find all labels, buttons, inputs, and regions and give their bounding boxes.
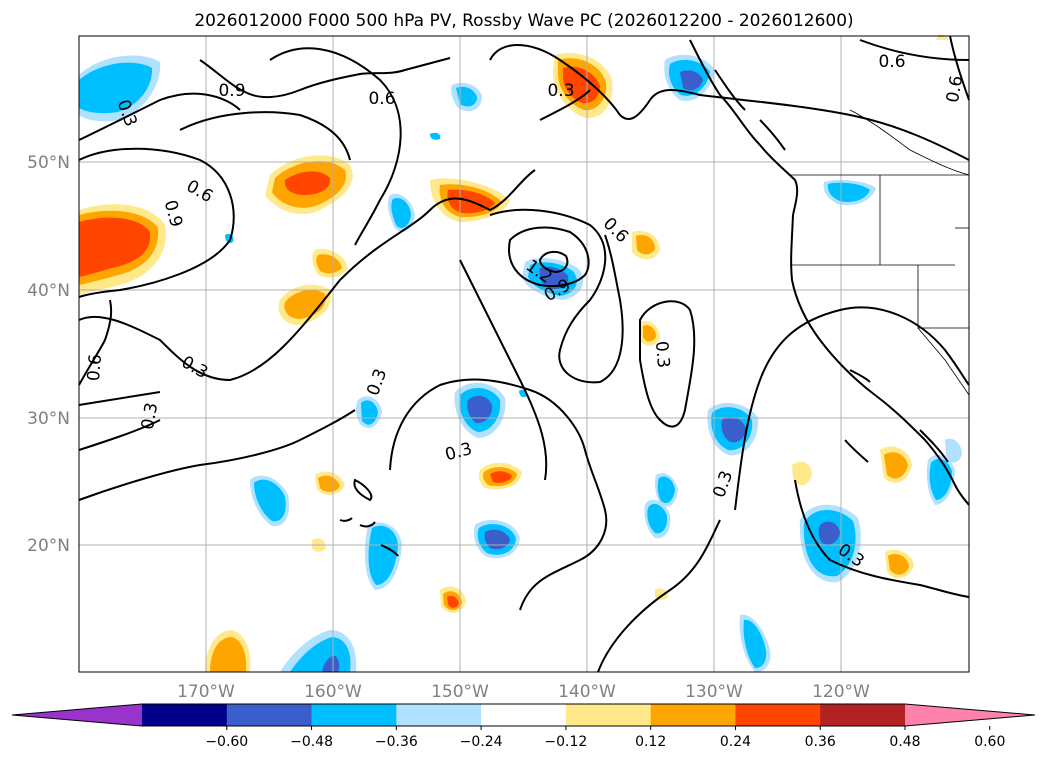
contour-label: 0.6 [943,74,967,104]
contour-label: 0.3 [651,340,673,369]
colorbar-segment [311,704,397,726]
lon-label: 150°W [431,682,489,702]
colorbar-outline [11,703,1036,727]
colorbar-tick-label: 0.24 [720,734,751,750]
lat-label: 40°N [27,281,70,301]
longitude-labels: 170°W 160°W 150°W 140°W 130°W 120°W [177,682,870,702]
map-frame [78,35,970,673]
latitude-labels: 50°N 40°N 30°N 20°N [27,153,70,556]
colorbar-segment [481,704,567,726]
lon-label: 140°W [558,682,616,702]
colorbar-segment [396,704,482,726]
coastlines [199,39,970,557]
lon-label: 170°W [177,682,235,702]
lon-label: 120°W [812,682,870,702]
pv-contours [78,35,970,673]
colorbar-segment [142,704,228,726]
colorbar-segment [565,704,652,726]
lat-label: 50°N [27,153,70,173]
contour-label: 0.6 [368,89,395,109]
figure-title: 2026012000 F000 500 hPa PV, Rossby Wave … [194,11,853,31]
colorbar-tick-label: −0.60 [205,734,248,750]
colorbar-tick-label: −0.36 [375,734,418,750]
colorbar-tick-label: −0.48 [290,734,333,750]
lat-label: 30°N [27,409,70,429]
colorbar-tick-label: 0.48 [889,734,920,750]
lon-label: 130°W [685,682,743,702]
positive-anomalies [79,34,948,672]
colorbar-extend-low [12,704,142,726]
contour-label: 0.3 [547,81,574,101]
colorbar-segment [650,704,736,726]
colorbar-extend-high [905,704,1035,726]
colorbar: −0.60 −0.48 −0.36 −0.24 −0.12 0.12 0.24 0.36 0.4… [11,703,1036,750]
lon-label: 160°W [304,682,362,702]
negative-anomalies [79,54,962,672]
colorbar-tick-label: 0.12 [635,734,666,750]
colorbar-tick-label: −0.24 [460,734,503,750]
colorbar-segment [735,704,821,726]
contour-label: 0.6 [878,52,905,72]
contour-label: 0.3 [138,401,162,431]
colorbar-tick-label: 0.60 [974,734,1005,750]
colorbar-segment [820,704,906,726]
colorbar-tick-label: −0.12 [544,734,587,750]
contour-label: 0.9 [218,81,245,101]
contour-label: 0.6 [84,353,106,382]
map-panel: 0.9 0.6 0.3 0.6 0.6 0.6 0.3 0.9 0.6 0.3 … [78,34,970,673]
lat-label: 20°N [27,536,70,556]
colorbar-tick-label: 0.36 [805,734,836,750]
colorbar-segment [226,704,313,726]
